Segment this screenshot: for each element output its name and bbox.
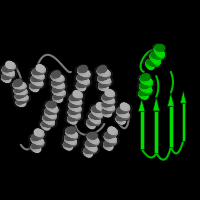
Polygon shape [169, 106, 173, 147]
Polygon shape [154, 111, 158, 153]
Polygon shape [180, 91, 186, 103]
Polygon shape [153, 97, 160, 111]
Polygon shape [167, 93, 174, 106]
Polygon shape [138, 99, 145, 111]
Polygon shape [140, 111, 144, 149]
Polygon shape [182, 103, 185, 141]
